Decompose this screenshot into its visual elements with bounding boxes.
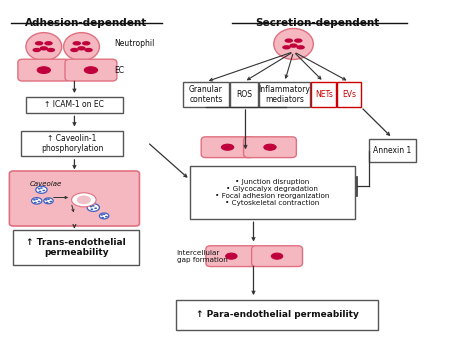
Text: NETs: NETs	[315, 90, 333, 99]
Ellipse shape	[46, 48, 55, 52]
Ellipse shape	[33, 199, 36, 201]
Ellipse shape	[38, 191, 41, 192]
Ellipse shape	[87, 204, 100, 211]
Text: ROS: ROS	[236, 90, 252, 99]
Ellipse shape	[36, 198, 38, 200]
Ellipse shape	[26, 33, 62, 61]
Text: Annexin 1: Annexin 1	[374, 146, 411, 155]
Text: ↑ Caveolin-1
phosphorylation: ↑ Caveolin-1 phosphorylation	[41, 134, 103, 153]
Ellipse shape	[274, 28, 313, 59]
FancyBboxPatch shape	[201, 137, 254, 158]
Ellipse shape	[264, 144, 276, 150]
FancyBboxPatch shape	[337, 82, 361, 107]
Ellipse shape	[272, 253, 283, 259]
Ellipse shape	[32, 198, 42, 204]
Ellipse shape	[84, 67, 98, 73]
Text: EVs: EVs	[342, 90, 356, 99]
FancyBboxPatch shape	[311, 82, 337, 107]
FancyBboxPatch shape	[13, 230, 139, 265]
Text: Caveolae: Caveolae	[30, 181, 62, 187]
Text: ↑ Para-endothelial permeability: ↑ Para-endothelial permeability	[196, 310, 358, 319]
Ellipse shape	[72, 193, 96, 207]
Ellipse shape	[103, 213, 106, 215]
Ellipse shape	[226, 253, 237, 259]
Ellipse shape	[37, 201, 40, 202]
Ellipse shape	[39, 46, 48, 50]
Ellipse shape	[105, 216, 108, 217]
Ellipse shape	[64, 33, 100, 61]
Ellipse shape	[36, 186, 47, 193]
Ellipse shape	[77, 46, 86, 50]
Ellipse shape	[94, 208, 97, 209]
Ellipse shape	[90, 206, 92, 208]
FancyBboxPatch shape	[176, 300, 378, 330]
FancyBboxPatch shape	[9, 171, 139, 226]
Text: Intercellular
gap formation: Intercellular gap formation	[177, 250, 228, 263]
FancyBboxPatch shape	[252, 246, 302, 267]
Ellipse shape	[284, 39, 293, 43]
Ellipse shape	[44, 41, 53, 46]
FancyBboxPatch shape	[21, 131, 123, 156]
Ellipse shape	[221, 144, 234, 150]
FancyBboxPatch shape	[183, 82, 229, 107]
FancyBboxPatch shape	[259, 82, 310, 107]
Ellipse shape	[33, 48, 41, 52]
Text: Neutrophil: Neutrophil	[115, 39, 155, 48]
FancyBboxPatch shape	[190, 166, 355, 219]
Ellipse shape	[44, 198, 53, 204]
Ellipse shape	[37, 188, 40, 190]
Ellipse shape	[91, 209, 93, 210]
Text: EC: EC	[115, 66, 125, 75]
Ellipse shape	[294, 39, 302, 43]
Ellipse shape	[42, 190, 45, 191]
Text: Secretion-dependent: Secretion-dependent	[255, 18, 379, 28]
Ellipse shape	[46, 202, 48, 203]
Text: • Junction disruption
• Glycocalyx degradation
• Focal adhesion reorganization
•: • Junction disruption • Glycocalyx degra…	[215, 179, 329, 206]
Ellipse shape	[296, 45, 305, 49]
Ellipse shape	[100, 214, 103, 216]
Ellipse shape	[73, 41, 81, 46]
Ellipse shape	[101, 217, 104, 218]
Ellipse shape	[34, 202, 36, 203]
FancyBboxPatch shape	[230, 82, 258, 107]
FancyBboxPatch shape	[26, 97, 123, 113]
Ellipse shape	[289, 44, 298, 48]
Ellipse shape	[37, 67, 50, 73]
Ellipse shape	[45, 199, 47, 201]
Text: ↑ ICAM-1 on EC: ↑ ICAM-1 on EC	[45, 100, 104, 110]
Ellipse shape	[77, 195, 91, 204]
FancyBboxPatch shape	[65, 59, 117, 81]
FancyBboxPatch shape	[206, 246, 257, 267]
Text: Adhesion-dependent: Adhesion-dependent	[25, 18, 147, 28]
Ellipse shape	[84, 48, 93, 52]
Text: Inflammatory
mediators: Inflammatory mediators	[259, 85, 310, 104]
FancyBboxPatch shape	[369, 139, 416, 162]
Ellipse shape	[40, 187, 43, 189]
Ellipse shape	[282, 45, 291, 49]
FancyBboxPatch shape	[18, 59, 70, 81]
Ellipse shape	[35, 41, 43, 46]
Ellipse shape	[70, 48, 79, 52]
Ellipse shape	[100, 213, 109, 219]
Ellipse shape	[49, 201, 52, 202]
FancyBboxPatch shape	[244, 137, 296, 158]
Ellipse shape	[47, 198, 50, 200]
Ellipse shape	[82, 41, 91, 46]
Ellipse shape	[92, 205, 95, 207]
Text: Granular
contents: Granular contents	[189, 85, 223, 104]
Text: ↑ Trans-endothelial
permeability: ↑ Trans-endothelial permeability	[27, 238, 126, 257]
